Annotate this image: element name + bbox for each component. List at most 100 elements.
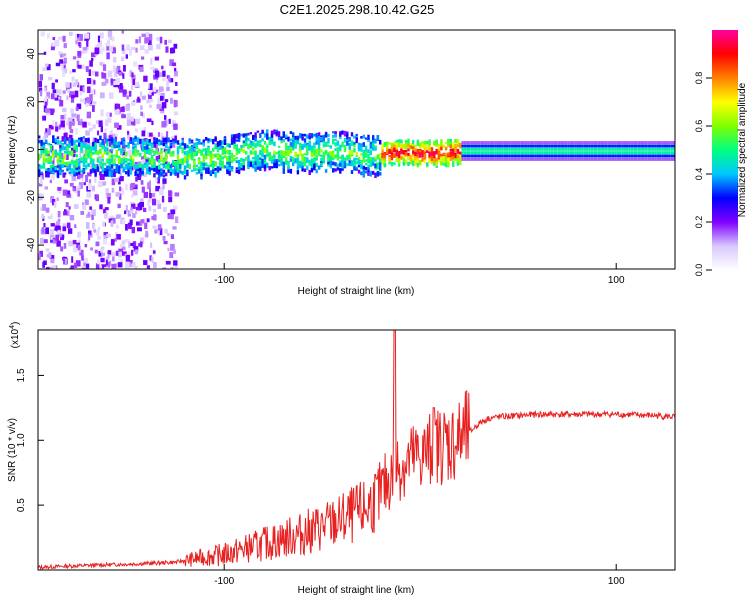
heat-cell	[616, 154, 619, 158]
heat-cell	[360, 171, 363, 176]
heat-cell	[223, 139, 227, 145]
heat-cell	[50, 42, 54, 47]
heat-cell	[50, 108, 54, 115]
heat-cell	[167, 76, 171, 83]
heat-cell	[270, 130, 274, 134]
heat-cell	[153, 214, 157, 221]
heat-cell	[170, 209, 176, 215]
heat-cell	[607, 157, 610, 161]
heat-cell	[320, 157, 323, 163]
heat-cell	[607, 144, 610, 148]
heat-cell	[607, 151, 610, 155]
heat-cell	[320, 163, 323, 167]
heat-cell	[155, 142, 158, 150]
heat-cell	[139, 201, 144, 208]
heat-cell	[586, 147, 589, 151]
heat-cell	[79, 249, 84, 256]
heat-cell	[529, 141, 532, 145]
heat-cell	[86, 111, 91, 119]
heat-cell	[468, 144, 471, 148]
heat-cell	[165, 163, 168, 169]
heat-cell	[529, 157, 532, 161]
heat-cell	[595, 141, 598, 145]
heat-cell	[261, 153, 264, 158]
heat-cell	[626, 154, 629, 158]
heat-cell	[301, 165, 304, 169]
heat-cell	[162, 163, 166, 166]
heat-cell	[480, 157, 483, 161]
heat-cell	[266, 162, 269, 168]
heat-cell	[461, 157, 464, 161]
heat-cell	[132, 190, 138, 196]
heat-cell	[167, 232, 170, 236]
heat-cell	[449, 157, 452, 161]
heat-cell	[129, 160, 133, 166]
heat-cell	[407, 158, 410, 161]
heat-cell	[332, 150, 335, 154]
heat-cell	[317, 137, 321, 141]
heat-cell	[87, 139, 90, 142]
heat-cell	[317, 135, 321, 140]
heat-cell	[447, 153, 450, 159]
heat-cell	[149, 104, 152, 108]
heat-cell	[254, 159, 257, 166]
heat-cell	[169, 151, 173, 157]
heat-cell	[261, 158, 264, 164]
heat-cell	[95, 241, 100, 247]
heat-cell	[212, 153, 215, 158]
heat-cell	[343, 146, 347, 152]
heat-cell	[574, 157, 577, 161]
heat-cell	[135, 47, 138, 53]
heat-cell	[252, 160, 255, 165]
heat-cell	[602, 147, 605, 151]
heat-cell	[212, 160, 215, 165]
heat-cell	[151, 193, 156, 198]
heat-cell	[69, 182, 74, 187]
heat-cell	[129, 219, 133, 226]
heat-cell	[421, 143, 424, 149]
heat-cell	[114, 71, 118, 78]
heat-cell	[76, 60, 80, 68]
heat-cell	[560, 141, 563, 145]
heat-cell	[52, 239, 57, 244]
heat-cell	[249, 160, 253, 163]
heat-cell	[327, 164, 330, 167]
heat-cell	[45, 151, 48, 157]
heat-cell	[588, 154, 591, 158]
heat-cell	[165, 143, 168, 149]
heat-cell	[609, 144, 612, 148]
heat-cell	[555, 144, 558, 148]
heat-cell	[106, 193, 111, 199]
heat-cell	[154, 89, 160, 93]
heat-cell	[82, 47, 87, 51]
heat-cell	[109, 130, 113, 135]
heat-cell	[633, 141, 636, 145]
heat-cell	[173, 123, 178, 130]
heat-cell	[134, 164, 137, 170]
heat-cell	[60, 54, 64, 58]
heat-cell	[480, 141, 483, 145]
heat-cell	[64, 258, 67, 264]
heat-cell	[379, 153, 382, 158]
heat-cell	[46, 266, 51, 269]
heat-cell	[223, 148, 227, 155]
heat-cell	[143, 141, 147, 146]
heat-cell	[137, 96, 140, 102]
heat-cell	[539, 151, 542, 155]
heat-cell	[658, 157, 662, 161]
heat-cell	[165, 172, 168, 177]
heat-cell	[103, 132, 107, 140]
heat-cell	[583, 151, 587, 155]
heat-cell	[494, 147, 497, 151]
heat-cell	[135, 118, 141, 125]
heat-cell	[126, 95, 129, 100]
heat-cell	[522, 154, 525, 158]
heat-cell	[308, 141, 311, 145]
heat-cell	[332, 153, 335, 158]
heat-cell	[527, 147, 530, 151]
colorbar	[712, 30, 738, 270]
heat-cell	[110, 220, 114, 227]
heat-cell	[148, 150, 151, 156]
heat-cell	[75, 107, 79, 111]
heat-cell	[334, 133, 337, 137]
